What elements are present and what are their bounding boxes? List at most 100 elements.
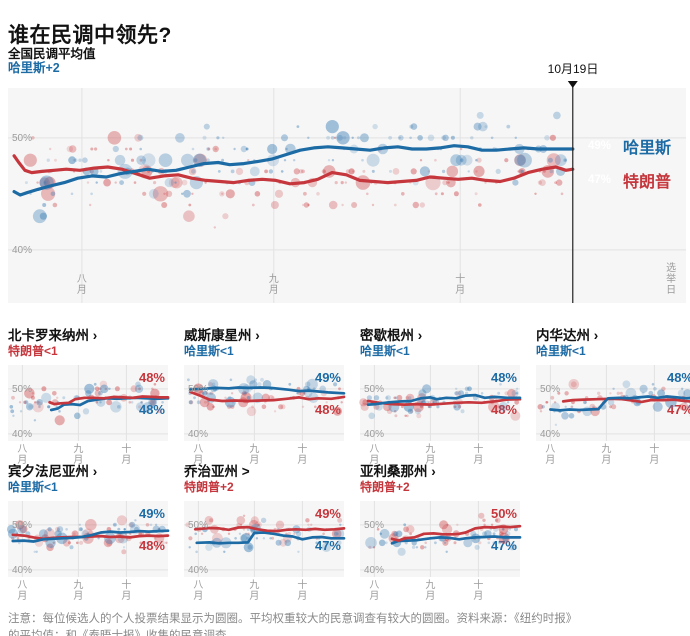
poll-dot <box>97 537 100 540</box>
poll-dot <box>239 523 243 526</box>
poll-dot <box>333 136 337 139</box>
x-tick-label: 十月 <box>121 578 131 602</box>
poll-dot <box>541 405 545 409</box>
poll-dot <box>685 405 689 409</box>
poll-dot <box>368 412 375 420</box>
poll-dot <box>453 403 461 411</box>
poll-dot <box>409 409 414 414</box>
state-title-link[interactable]: 北卡罗来纳州 › <box>8 328 98 343</box>
state-plot: 49% 48% 50% 40% 八月 九月 十月 <box>6 501 170 602</box>
poll-dot <box>427 405 431 409</box>
poll-dot <box>341 203 344 207</box>
poll-dot <box>661 386 666 391</box>
poll-dot <box>454 391 459 396</box>
poll-dot <box>544 135 550 141</box>
national-chart-svg: 50% 40% 八月 九月 十月 选举日 <box>8 81 686 303</box>
poll-dot <box>490 136 494 140</box>
poll-dot <box>537 404 544 410</box>
poll-dot <box>170 176 183 189</box>
poll-dot <box>546 401 549 404</box>
poll-dot <box>161 401 164 404</box>
poll-dot <box>508 528 511 531</box>
poll-dot <box>207 147 211 151</box>
state-end-label-top: 49% <box>314 506 341 521</box>
poll-dot <box>56 526 64 533</box>
arizona-chart-svg: 50% 40% 八月 九月 十月 <box>360 501 522 602</box>
poll-dot <box>80 528 83 531</box>
poll-dot <box>241 391 245 395</box>
poll-dot <box>330 136 335 140</box>
poll-dot <box>616 391 620 395</box>
state-title-link[interactable]: 内华达州 › <box>536 328 599 343</box>
poll-dot <box>398 135 404 141</box>
poll-dot <box>224 396 227 399</box>
poll-dot <box>424 546 427 549</box>
poll-dot <box>145 523 150 527</box>
x-tick-label: 选举日 <box>666 261 676 296</box>
poll-dot <box>153 383 157 386</box>
poll-dot <box>298 169 304 174</box>
poll-dot <box>334 531 338 536</box>
y-tick-label: 50% <box>12 520 32 531</box>
poll-dot <box>351 202 358 208</box>
poll-dot <box>41 392 52 403</box>
poll-dot <box>504 391 509 396</box>
state-title-link[interactable]: 宾夕法尼亚州 › <box>8 464 98 479</box>
y-tick-label: 50% <box>188 384 208 395</box>
poll-dot <box>212 532 223 544</box>
poll-dot <box>246 396 251 400</box>
poll-dot <box>314 405 317 409</box>
poll-dot <box>434 158 437 162</box>
state-title-link[interactable]: 乔治亚州 > <box>184 464 250 479</box>
poll-dot <box>597 391 601 395</box>
poll-dot <box>234 537 237 540</box>
poll-dot <box>487 541 491 545</box>
poll-dot <box>293 159 296 162</box>
poll-dot <box>130 158 135 162</box>
poll-dot <box>384 541 388 545</box>
poll-dot <box>511 541 515 544</box>
poll-dot <box>495 518 499 522</box>
poll-dot <box>362 169 366 173</box>
poll-dot <box>181 192 184 195</box>
poll-dot <box>212 145 219 153</box>
poll-dot <box>36 399 43 406</box>
poll-dot <box>512 179 519 186</box>
poll-dot <box>619 391 623 395</box>
poll-dot <box>412 201 419 209</box>
poll-dot <box>163 192 166 195</box>
poll-dot <box>38 405 41 408</box>
state-title-link[interactable]: 亚利桑那州 › <box>360 464 436 479</box>
poll-dot <box>244 392 247 395</box>
poll-dot <box>55 526 60 532</box>
poll-dot <box>221 192 224 195</box>
poll-dot <box>351 136 354 139</box>
x-tick-label: 八月 <box>545 444 555 466</box>
poll-dot <box>168 177 180 188</box>
state-plot: 48% 47% 50% 40% 八月 九月 十月 <box>536 365 690 466</box>
y-tick-label: 50% <box>364 384 384 395</box>
poll-dot <box>157 409 162 414</box>
state-panel-arizona: 亚利桑那州 › 特朗普+2 50% 47% 50% 40% 八月 九月 十月 <box>360 464 536 602</box>
poll-dot <box>495 517 501 523</box>
poll-dot <box>56 396 59 399</box>
state-title-link[interactable]: 密歇根州 › <box>360 328 423 343</box>
poll-dot <box>467 386 472 392</box>
poll-dot <box>407 408 414 414</box>
poll-dot <box>188 536 193 541</box>
poll-dot <box>70 192 74 196</box>
state-plot: 48% 48% 50% 40% 八月 九月 十月 <box>359 365 522 466</box>
poll-dot <box>396 394 403 401</box>
poll-dot <box>213 226 216 229</box>
poll-dot <box>415 546 419 549</box>
poll-dot <box>500 405 504 409</box>
poll-dot <box>79 540 84 545</box>
state-title-link[interactable]: 威斯康星州 › <box>184 328 260 343</box>
footnote: 注意：每位候选人的个人投票结果显示为圆圈。平均权重较大的民意调查有较大的圆圈。资… <box>8 611 684 636</box>
poll-dot <box>653 387 657 391</box>
poll-dot <box>392 168 400 175</box>
michigan-chart-svg: 50% 40% 八月 九月 十月 <box>359 365 522 466</box>
georgia-chart-svg: 50% 40% 八月 九月 十月 <box>184 501 346 602</box>
poll-dot <box>35 550 38 553</box>
poll-dot <box>134 384 144 393</box>
